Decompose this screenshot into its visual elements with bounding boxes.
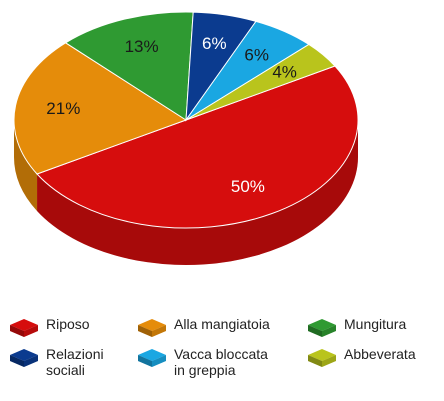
pie-side-shade [14,120,38,211]
legend-item: Relazioni sociali [8,346,118,378]
swatch-side [10,355,24,367]
pie-side-shade [37,120,358,265]
swatch-shade [322,325,336,337]
legend-label: Mungitura [344,316,407,332]
swatch-side [10,325,24,337]
data-label: 6% [202,34,227,53]
swatch-shade [152,355,166,367]
legend-item: Alla mangiatoia [136,316,282,338]
data-label: 6% [244,46,269,65]
pie-slice [185,43,336,121]
swatch-shade [138,355,152,367]
swatch-shade [24,355,38,367]
swatch-shade [10,325,24,337]
legend-item: Vacca bloccata in greppia [136,346,282,378]
legend-label: Vacca bloccata in greppia [174,346,268,378]
legend-swatch [10,349,38,367]
swatch-side [138,355,152,367]
swatch-shade [138,325,152,337]
legend-label: Alla mangiatoia [174,316,270,332]
pie-slice [64,11,194,121]
swatch-side [308,325,322,337]
swatch-side [24,355,38,367]
data-label: 4% [272,62,297,81]
swatch-side [24,325,38,337]
data-label: 21% [46,99,80,118]
pie-area: 50%21%13% 6%6%4% [13,11,359,265]
legend-swatch [138,349,166,367]
legend-swatch [10,319,38,337]
legend-label: Abbeverata [344,346,416,362]
legend-swatch [308,319,336,337]
pie-side [14,120,38,211]
legend-item: Riposo [8,316,118,338]
legend-swatch [308,349,336,367]
swatch-side [152,325,166,337]
legend-label: Riposo [46,316,90,332]
swatch-shade [308,325,322,337]
legend-label: Relazioni sociali [46,346,104,378]
swatch-shade [308,355,322,367]
swatch-shade [24,325,38,337]
legend-swatch [138,319,166,337]
legend-item: Mungitura [306,316,434,338]
pie-side [37,120,358,265]
data-label: 50% [231,177,265,196]
swatch-side [322,355,336,367]
pie-slice [13,42,188,175]
pie-slice [36,65,359,229]
swatch-side [308,355,322,367]
swatch-shade [10,355,24,367]
data-label: 13% [125,37,159,56]
swatch-shade [152,325,166,337]
swatch-side [138,325,152,337]
swatch-shade [322,355,336,367]
swatch-side [322,325,336,337]
legend-item: Abbeverata [306,346,434,368]
swatch-side [152,355,166,367]
